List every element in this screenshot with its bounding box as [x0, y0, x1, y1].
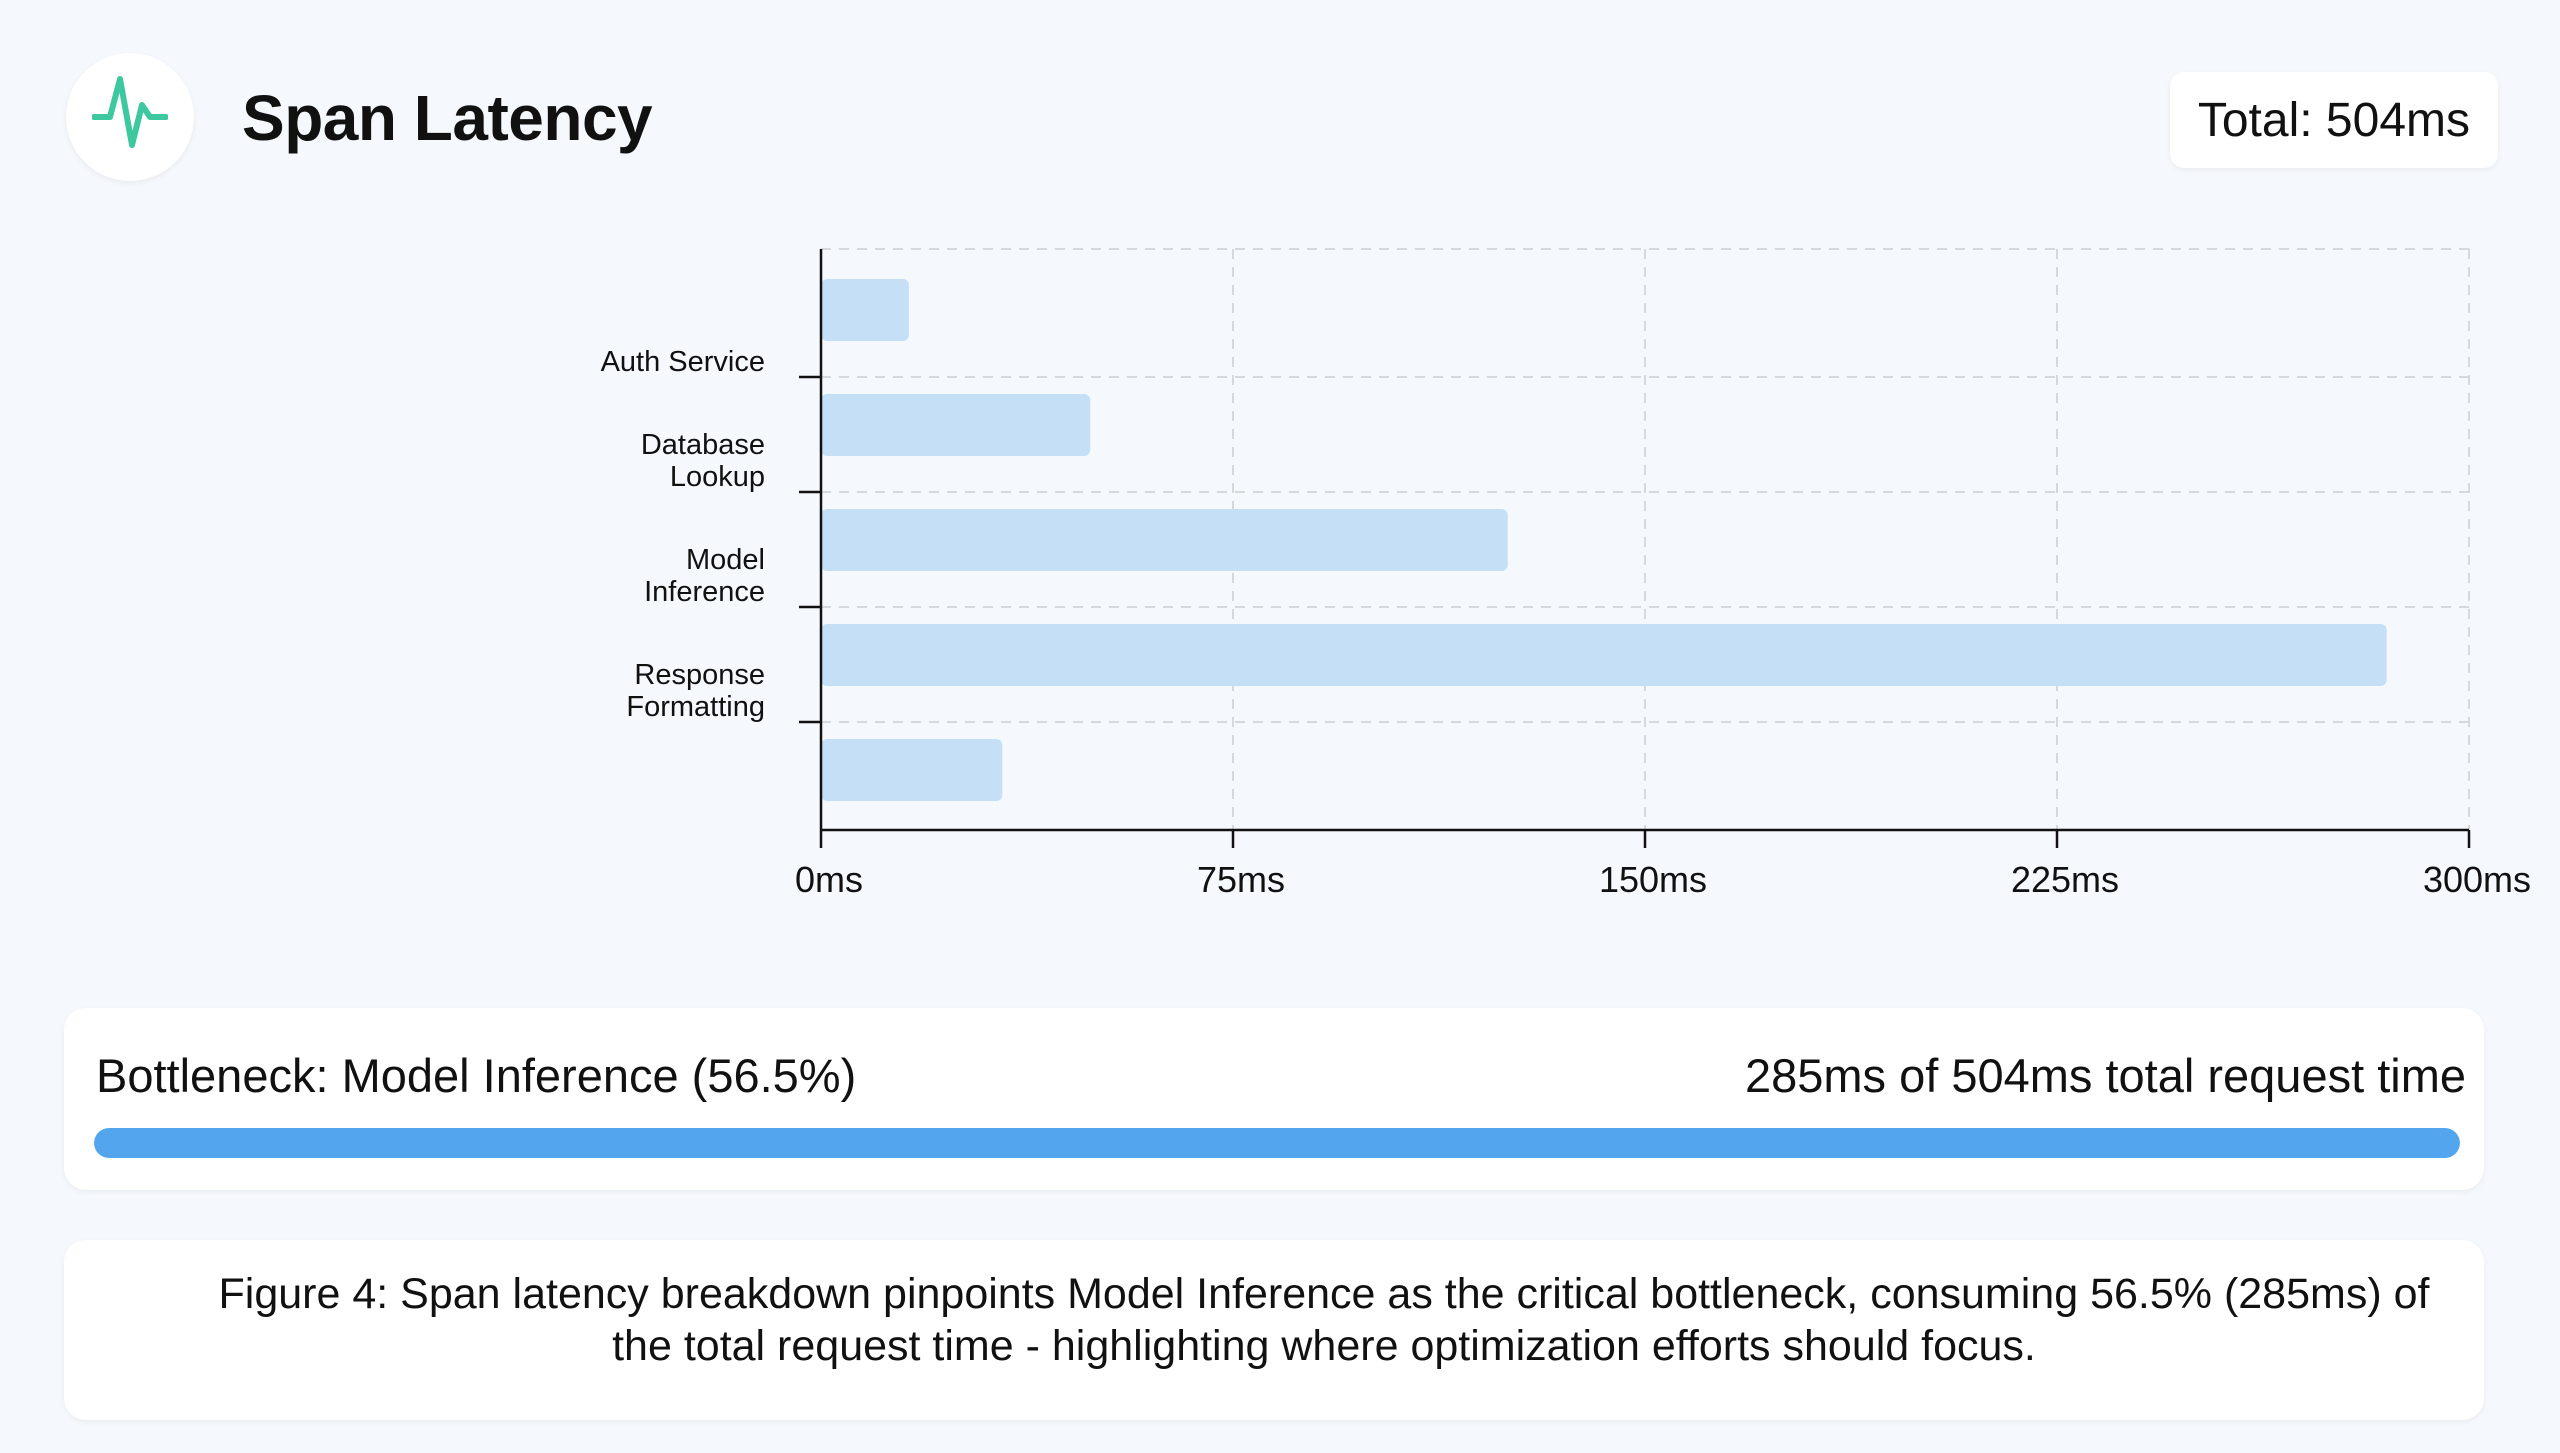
bar-4: [821, 739, 1003, 801]
x-tick-label: 300ms: [2423, 859, 2531, 900]
bar-0: [821, 279, 909, 341]
bottleneck-title: Bottleneck: Model Inference (56.5%): [96, 1049, 857, 1102]
bottleneck-panel: Bottleneck: Model Inference (56.5%) 285m…: [64, 1008, 2484, 1190]
figure-caption: Figure 4: Span latency breakdown pinpoin…: [218, 1270, 2430, 1370]
bar-2: [821, 509, 1508, 571]
bottleneck-progress-track: [94, 1128, 2460, 1158]
y-tick-label: Formatting: [626, 691, 765, 723]
y-tick-label: Lookup: [670, 461, 765, 493]
y-tick-label: Inference: [644, 576, 765, 608]
bar-3: [821, 624, 2387, 686]
y-tick-label: Model: [686, 544, 765, 576]
y-tick-label: Database: [641, 429, 765, 461]
y-tick-label: Response: [634, 659, 765, 691]
activity-pulse-icon: [92, 76, 168, 148]
x-tick-label: 225ms: [2011, 859, 2119, 900]
bottleneck-progress-fill: [94, 1128, 2460, 1158]
y-tick-label: Auth Service: [601, 346, 765, 378]
x-tick-label: 0ms: [795, 859, 863, 900]
x-tick-label: 75ms: [1197, 859, 1285, 900]
total-latency-badge: Total: 504ms: [2169, 72, 2498, 168]
x-tick-label: 150ms: [1599, 859, 1707, 900]
page-title: Span Latency: [242, 82, 653, 154]
bottleneck-detail: 285ms of 504ms total request time: [1744, 1049, 2466, 1102]
bar-1: [821, 394, 1091, 456]
span-latency-chart: 0ms 75ms 150ms 225ms 300ms Auth Service Databa…: [601, 248, 2531, 900]
logo: [66, 53, 194, 181]
caption-panel: Figure 4: Span latency breakdown pinpoin…: [64, 1240, 2484, 1420]
